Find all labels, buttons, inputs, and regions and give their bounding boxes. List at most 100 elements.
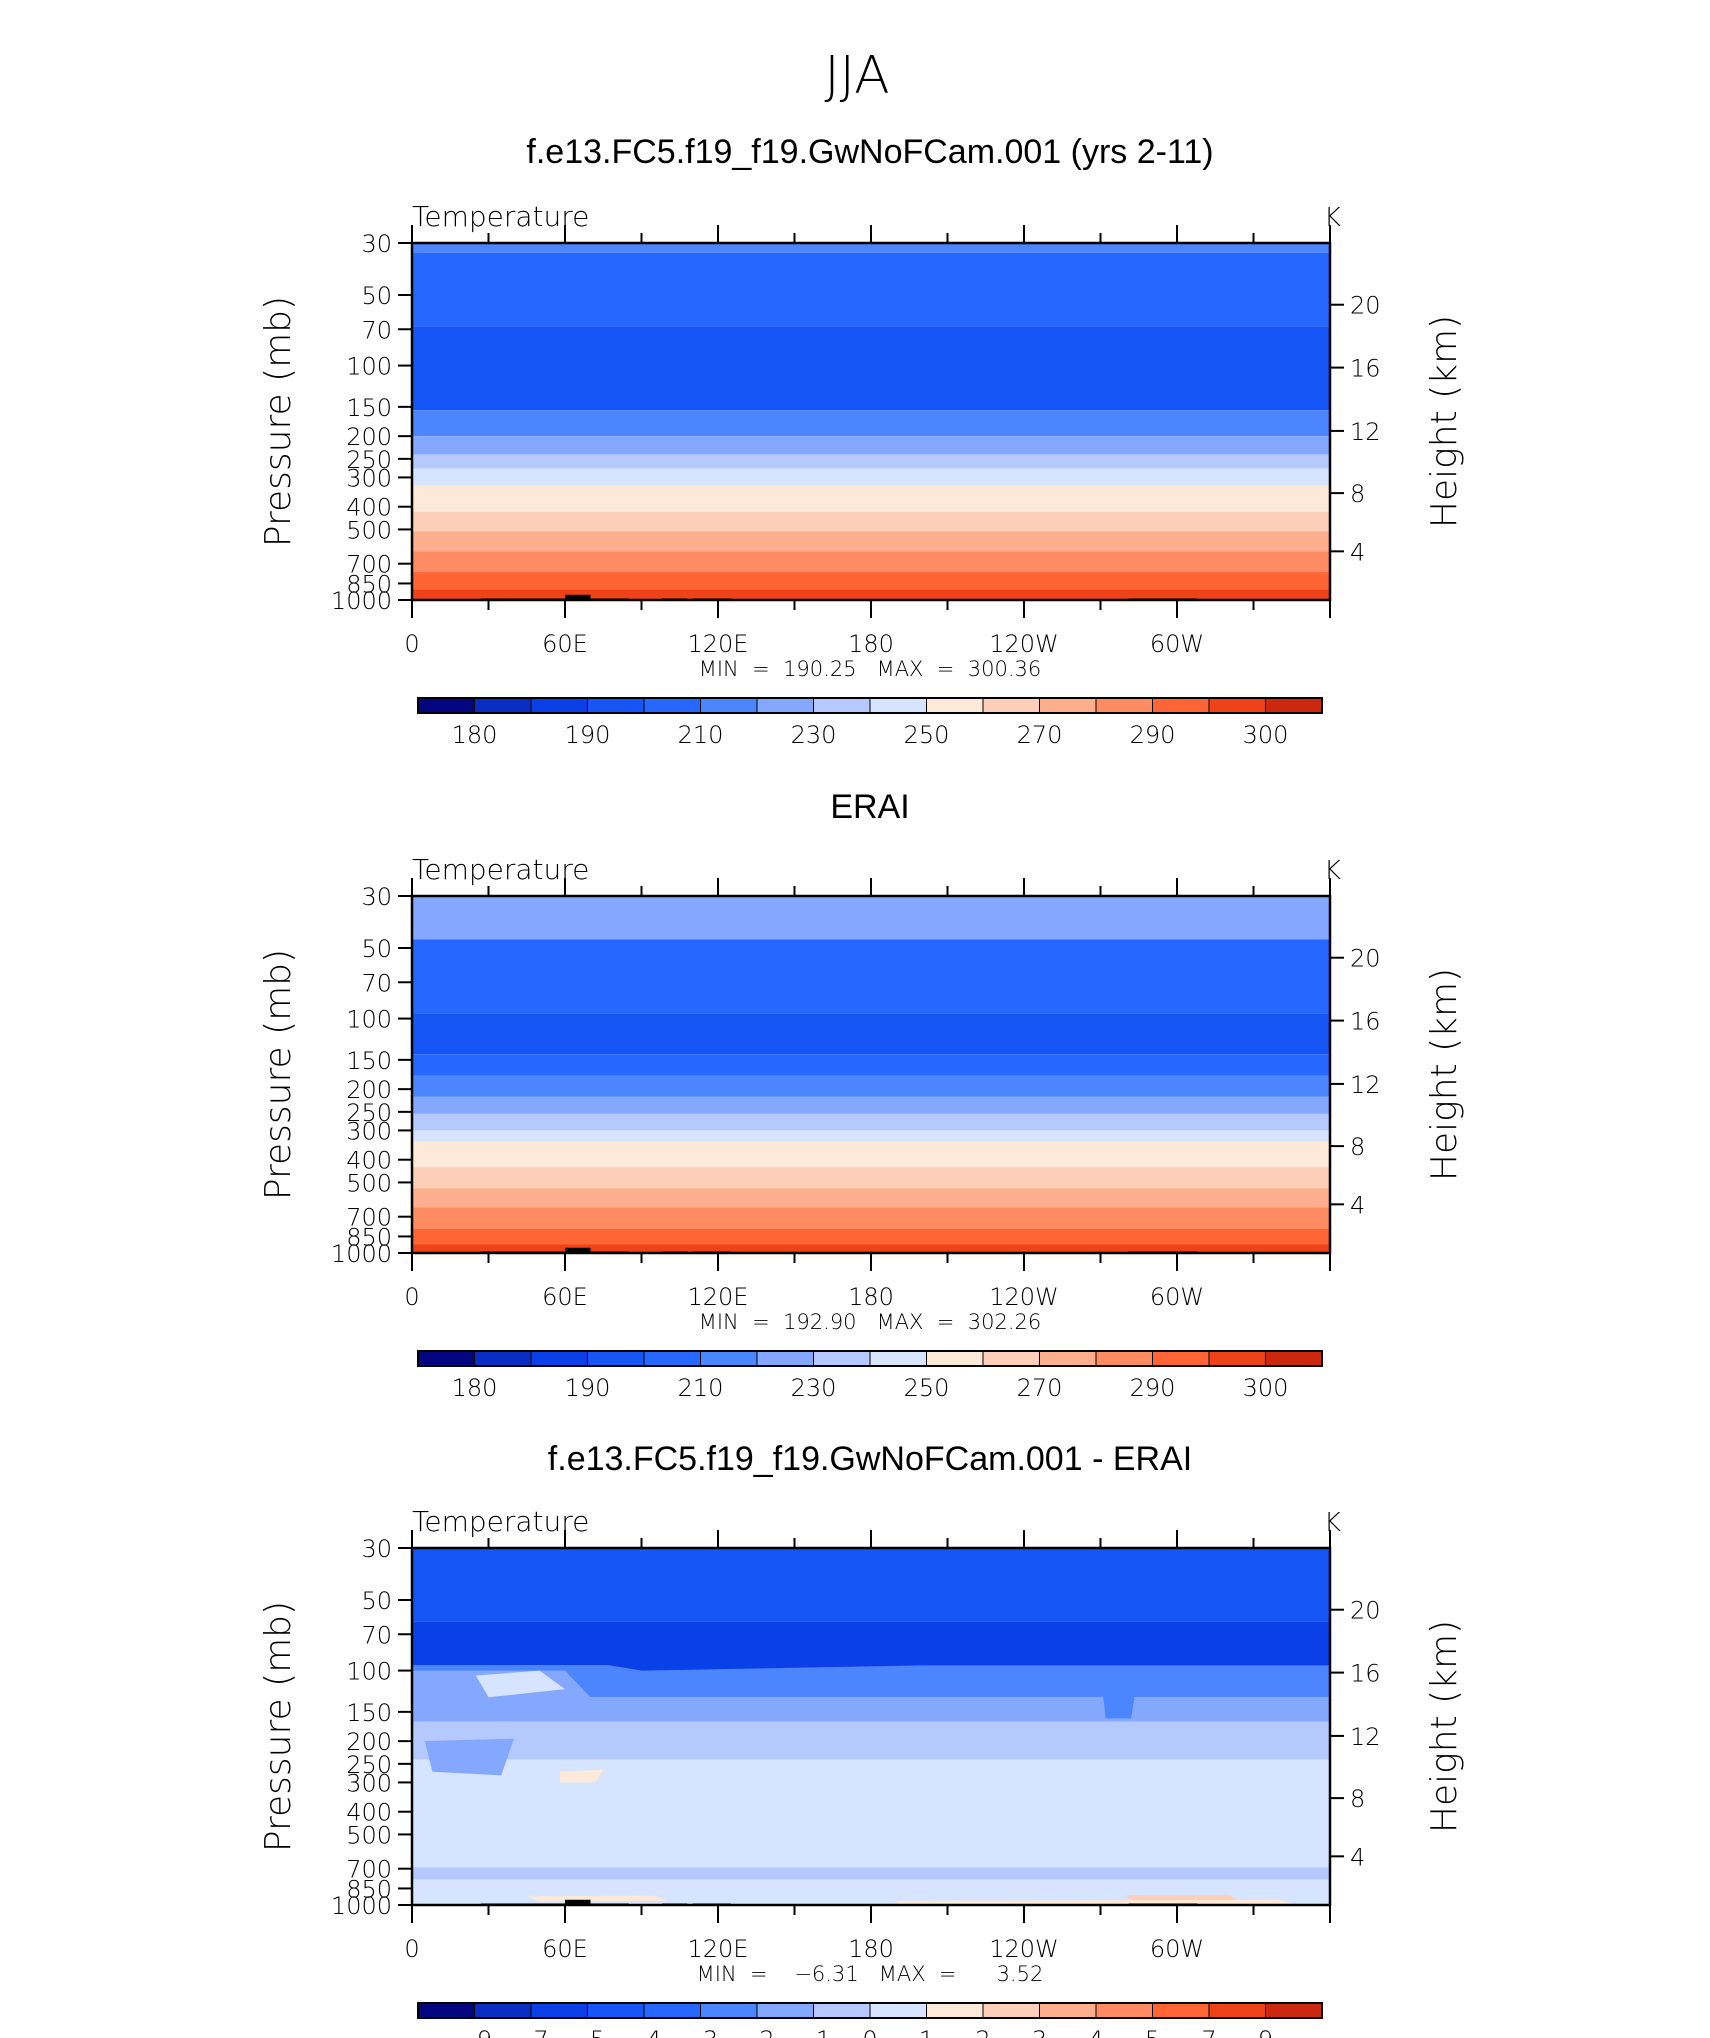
y-right-axis-title: Height (km) <box>1424 968 1465 1181</box>
contour-patch <box>1100 1670 1139 1719</box>
colorbar-label: −7 <box>513 2026 548 2038</box>
panel-title: f.e13.FC5.f19_f19.GwNoFCam.001 (yrs 2-11… <box>526 133 1213 171</box>
y-right-axis-title: Height (km) <box>1424 315 1465 528</box>
y-right-tick-label: 20 <box>1350 292 1381 320</box>
contour-band <box>412 436 1330 455</box>
x-tick-label: 60E <box>542 630 588 658</box>
x-tick-label: 120W <box>989 1935 1059 1963</box>
colorbar-label: 270 <box>1017 721 1063 749</box>
y-tick-label: 250 <box>346 446 392 474</box>
colorbar-label: −4 <box>626 2026 661 2038</box>
y-tick-label: 500 <box>346 1821 392 1849</box>
y-right-tick-label: 4 <box>1350 1843 1365 1871</box>
colorbar-box <box>1208 697 1266 714</box>
y-right-tick-label: 8 <box>1350 1133 1365 1161</box>
x-tick-label: 120W <box>989 630 1059 658</box>
colorbar-box <box>1039 1350 1097 1367</box>
colorbar-frame <box>417 1350 1323 1367</box>
x-tick-label: 120W <box>989 1283 1059 1311</box>
colorbar-box <box>1095 697 1153 714</box>
x-tick-label: 60W <box>1150 630 1204 658</box>
colorbar-box <box>1152 2002 1210 2019</box>
colorbar-label: 250 <box>904 721 950 749</box>
colorbar-label: 190 <box>565 1374 611 1402</box>
colorbar-label: 0 <box>862 2026 877 2038</box>
y-right-tick-label: 20 <box>1350 945 1381 973</box>
variable-label: Temperature <box>412 200 589 233</box>
colorbar-label: 180 <box>452 1374 498 1402</box>
y-tick-label: 400 <box>346 1147 392 1175</box>
x-tick-label: 180 <box>848 1283 894 1311</box>
x-tick-label: 0 <box>404 1935 419 1963</box>
contour-patch <box>1126 1894 1241 1902</box>
contour-band <box>412 572 1330 590</box>
contour-patch <box>475 1670 565 1698</box>
colorbar-label: 2 <box>975 2026 990 2038</box>
contour-band <box>412 1096 1330 1114</box>
colorbar-box <box>643 1350 701 1367</box>
contour-band <box>412 511 1330 532</box>
x-tick-label: 180 <box>848 630 894 658</box>
contour-band <box>412 243 1330 253</box>
topography-block <box>565 1247 591 1253</box>
contour-band <box>412 410 1330 437</box>
contour-band <box>412 896 1330 940</box>
colorbar-box <box>587 697 645 714</box>
x-tick-label: 120E <box>688 1283 749 1311</box>
colorbar-label: −1 <box>796 2026 831 2038</box>
colorbar-frame <box>417 697 1323 714</box>
colorbar-box <box>700 697 758 714</box>
topography-block <box>565 594 591 600</box>
x-tick-label: 0 <box>404 1283 419 1311</box>
y-tick-label: 50 <box>361 1587 392 1615</box>
y-right-tick-label: 8 <box>1350 1785 1365 1813</box>
colorbar-box <box>530 697 588 714</box>
colorbar-box <box>474 1350 532 1367</box>
colorbar-label: 1 <box>919 2026 934 2038</box>
y-tick-label: 500 <box>346 1169 392 1197</box>
y-tick-label: 250 <box>346 1751 392 1779</box>
panel-title: ERAI <box>830 788 909 826</box>
y-tick-label: 50 <box>361 282 392 310</box>
panel-3: f.e13.FC5.f19_f19.GwNoFCam.001 - ERAI Tem… <box>258 1440 1465 2038</box>
y-tick-label: 300 <box>346 464 392 492</box>
contour-band <box>412 939 1330 1014</box>
contour-band <box>412 485 1330 512</box>
colorbar-box <box>417 697 475 714</box>
colorbar-box <box>1208 1350 1266 1367</box>
y-tick-label: 700 <box>346 1856 392 1884</box>
contour-patch <box>424 1738 514 1776</box>
colorbar-box <box>756 697 814 714</box>
contour-band <box>412 1141 1330 1168</box>
x-tick-label: 0 <box>404 630 419 658</box>
contour-band <box>412 1075 1330 1097</box>
colorbar-box <box>1265 1350 1323 1367</box>
min-max-label: MIN = 192.90 MAX = 302.26 <box>699 1310 1041 1334</box>
y-tick-label: 500 <box>346 516 392 544</box>
colorbar-box <box>700 1350 758 1367</box>
colorbar-label: 300 <box>1243 1374 1289 1402</box>
y-tick-label: 200 <box>346 1728 392 1756</box>
colorbar-box <box>813 1350 871 1367</box>
y-tick-label: 200 <box>346 423 392 451</box>
y-right-tick-label: 12 <box>1350 418 1381 446</box>
colorbar-box <box>869 1350 927 1367</box>
contour-band <box>412 1721 1330 1760</box>
topography-block <box>565 1899 591 1905</box>
colorbar-box <box>474 697 532 714</box>
y-tick-label: 150 <box>346 1047 392 1075</box>
colorbar-box <box>587 2002 645 2019</box>
colorbar-box <box>926 697 984 714</box>
y-right-tick-label: 12 <box>1350 1071 1381 1099</box>
contour-band <box>412 1113 1330 1131</box>
y-right-tick-label: 4 <box>1350 538 1365 566</box>
colorbar-box <box>926 1350 984 1367</box>
y-right-tick-label: 16 <box>1350 1660 1381 1688</box>
y-tick-label: 1000 <box>331 1892 392 1920</box>
y-right-tick-label: 16 <box>1350 355 1381 383</box>
colorbar-label: 9 <box>1258 2026 1273 2038</box>
colorbar-box <box>1039 2002 1097 2019</box>
colorbar-label: 190 <box>565 721 611 749</box>
